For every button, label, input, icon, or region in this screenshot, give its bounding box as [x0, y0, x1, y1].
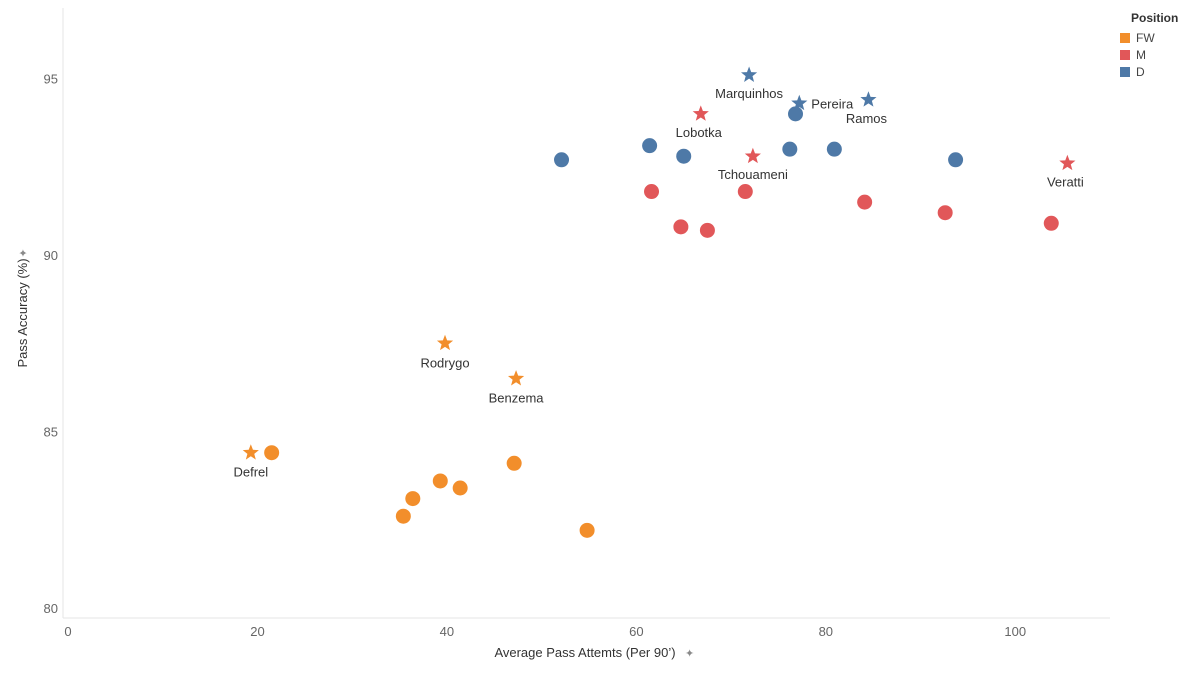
point-label: Pereira: [811, 96, 854, 111]
y-tick-label: 80: [44, 601, 58, 616]
legend-label-m: M: [1136, 47, 1146, 62]
data-point-m[interactable]: [699, 222, 715, 238]
x-tick-label: 60: [629, 624, 643, 639]
x-axis-ticks: 0 20 40 60 80 100: [64, 624, 1026, 639]
y-axis-title: Pass Accuracy (%): [15, 258, 30, 367]
data-point-fw[interactable]: [405, 491, 421, 507]
data-point-m[interactable]: [1043, 215, 1059, 231]
star-point-m[interactable]: [692, 105, 709, 121]
star-point-d[interactable]: [791, 94, 808, 111]
data-point-m[interactable]: [644, 184, 660, 200]
point-label: Marquinhos: [715, 86, 783, 101]
data-point-d[interactable]: [782, 141, 798, 157]
legend-item-m[interactable]: M: [1120, 46, 1198, 63]
x-tick-label: 20: [250, 624, 264, 639]
data-point-fw[interactable]: [264, 445, 280, 461]
data-point-fw[interactable]: [452, 480, 468, 496]
data-point-fw[interactable]: [506, 455, 522, 471]
x-axis-title: Average Pass Attemts (Per 90’): [494, 645, 675, 660]
legend-title: Position: [1131, 11, 1179, 25]
data-point-d[interactable]: [948, 152, 964, 168]
y-axis-ticks: 80 85 90 95: [44, 72, 58, 616]
star-point-d[interactable]: [860, 91, 877, 107]
data-point-fw[interactable]: [395, 508, 411, 524]
legend-item-d[interactable]: D: [1120, 63, 1198, 80]
x-tick-label: 80: [819, 624, 833, 639]
y-axis-pin-icon: ✦: [17, 248, 30, 257]
x-tick-label: 0: [64, 624, 71, 639]
point-label: Defrel: [233, 465, 268, 480]
legend-label-fw: FW: [1136, 30, 1155, 45]
y-tick-label: 85: [44, 425, 58, 440]
data-point-fw[interactable]: [432, 473, 448, 489]
legend-swatch-d: [1120, 66, 1130, 77]
data-point-d[interactable]: [826, 141, 842, 157]
point-label: Ramos: [846, 111, 888, 126]
legend-label-d: D: [1136, 64, 1145, 79]
star-point-fw[interactable]: [242, 444, 259, 460]
data-point-d[interactable]: [642, 138, 658, 154]
data-point-d[interactable]: [676, 148, 692, 164]
y-tick-label: 90: [44, 248, 58, 263]
data-point-fw[interactable]: [579, 522, 595, 538]
data-point-m[interactable]: [673, 219, 689, 235]
point-label: Lobotka: [676, 125, 723, 140]
star-point-fw[interactable]: [436, 334, 454, 351]
point-label: Rodrygo: [420, 355, 469, 370]
data-point-m[interactable]: [737, 184, 753, 200]
legend-swatch-fw: [1120, 32, 1130, 43]
star-point-fw[interactable]: [507, 370, 525, 386]
data-points: [264, 106, 1059, 538]
data-point-d[interactable]: [554, 152, 570, 168]
point-label: Tchouameni: [718, 167, 788, 182]
legend: Position FW M D: [1120, 11, 1198, 80]
y-tick-label: 95: [44, 72, 58, 87]
point-label: Benzema: [489, 391, 545, 406]
x-tick-label: 100: [1004, 624, 1026, 639]
legend-swatch-m: [1120, 49, 1130, 60]
x-axis-pin-icon: ✦: [685, 647, 694, 660]
star-point-m[interactable]: [744, 147, 761, 164]
highlighted-points: [242, 66, 1076, 460]
star-point-d[interactable]: [741, 66, 758, 82]
data-point-m[interactable]: [857, 194, 873, 210]
point-label: Veratti: [1047, 174, 1084, 189]
data-point-m[interactable]: [937, 205, 953, 221]
point-labels: Defrel Rodrygo Benzema Lobotka Tchouameni Ver…: [233, 86, 1083, 480]
legend-item-fw[interactable]: FW: [1120, 29, 1198, 46]
x-tick-label: 40: [440, 624, 454, 639]
star-point-m[interactable]: [1059, 154, 1076, 171]
data-point-d[interactable]: [788, 106, 804, 122]
